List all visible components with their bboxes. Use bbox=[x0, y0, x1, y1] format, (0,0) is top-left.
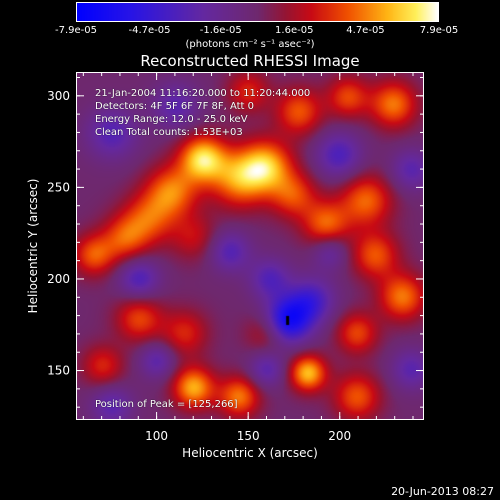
x-tick-label: 200 bbox=[328, 429, 351, 443]
x-tick-label: 100 bbox=[145, 429, 168, 443]
annotation-energy-range: Energy Range: 12.0 - 25.0 keV bbox=[95, 114, 248, 125]
y-tick-label: 300 bbox=[47, 89, 70, 103]
colorbar-tick-label: 4.7e-05 bbox=[346, 25, 385, 36]
y-tick-label: 250 bbox=[47, 180, 70, 194]
colorbar-units: (photons cm⁻² s⁻¹ asec⁻²) bbox=[185, 39, 315, 50]
annotation-time-range: 21-Jan-2004 11:16:20.000 to 11:20:44.000 bbox=[95, 88, 311, 99]
annotation-peak-position: Position of Peak = [125,266] bbox=[95, 399, 238, 410]
colorbar bbox=[76, 2, 439, 22]
annotation-clean-counts: Clean Total counts: 1.53E+03 bbox=[95, 127, 243, 138]
y-tick-label: 150 bbox=[47, 364, 70, 378]
colorbar-tick-label: -1.6e-05 bbox=[199, 25, 242, 36]
colorbar-tick-label: -4.7e-05 bbox=[128, 25, 171, 36]
colorbar-tick-label: 7.9e-05 bbox=[419, 25, 459, 36]
colorbar-tick-label: 1.6e-05 bbox=[275, 25, 314, 36]
annotation-detectors: Detectors: 4F 5F 6F 7F 8F, Att 0 bbox=[95, 101, 255, 112]
y-tick-label: 200 bbox=[47, 272, 70, 286]
heatmap-image bbox=[77, 73, 423, 419]
y-axis-label: Heliocentric Y (arcsec) bbox=[26, 178, 40, 314]
colorbar-tick-label: -7.9e-05 bbox=[55, 25, 97, 36]
chart-title: Reconstructed RHESSI Image bbox=[140, 52, 360, 70]
footer-timestamp: 20-Jun-2013 08:27 bbox=[391, 485, 494, 498]
image-plot-area bbox=[76, 72, 424, 420]
x-tick-label: 150 bbox=[237, 429, 260, 443]
x-axis-label: Heliocentric X (arcsec) bbox=[182, 446, 318, 460]
